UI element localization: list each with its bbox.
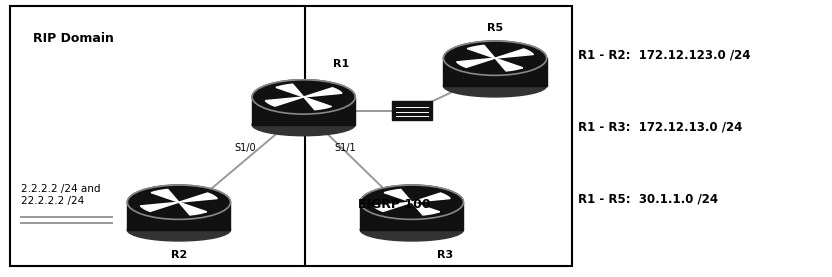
Text: R1 - R2:  172.12.123.0 /24: R1 - R2: 172.12.123.0 /24 xyxy=(578,49,750,62)
Ellipse shape xyxy=(127,219,230,241)
Polygon shape xyxy=(457,58,495,67)
Text: R3: R3 xyxy=(437,250,453,260)
Text: R1 - R3:  172.12.13.0 /24: R1 - R3: 172.12.13.0 /24 xyxy=(578,121,743,134)
Polygon shape xyxy=(495,49,533,58)
Polygon shape xyxy=(179,193,217,202)
Text: R5: R5 xyxy=(487,23,503,33)
Text: S1/0: S1/0 xyxy=(235,143,256,153)
Polygon shape xyxy=(495,58,522,71)
Ellipse shape xyxy=(443,41,547,75)
Polygon shape xyxy=(412,202,439,215)
Text: R1 - R5:  30.1.1.0 /24: R1 - R5: 30.1.1.0 /24 xyxy=(578,193,718,206)
Text: R2: R2 xyxy=(171,250,187,260)
Polygon shape xyxy=(141,202,179,211)
Polygon shape xyxy=(374,202,412,211)
Bar xyxy=(252,97,355,125)
Ellipse shape xyxy=(360,219,463,241)
Ellipse shape xyxy=(360,185,463,219)
Bar xyxy=(10,6,572,266)
Polygon shape xyxy=(151,189,179,202)
Ellipse shape xyxy=(443,75,547,97)
Bar xyxy=(392,101,432,120)
Polygon shape xyxy=(265,97,304,106)
Text: EIGRP 100: EIGRP 100 xyxy=(358,199,430,211)
Polygon shape xyxy=(179,202,206,215)
Polygon shape xyxy=(412,193,450,202)
Text: 2.2.2.2 /24 and
22.2.2.2 /24: 2.2.2.2 /24 and 22.2.2.2 /24 xyxy=(21,184,101,206)
Bar xyxy=(443,58,547,86)
Polygon shape xyxy=(384,189,412,202)
Polygon shape xyxy=(468,45,495,58)
Text: R1: R1 xyxy=(333,59,349,69)
Ellipse shape xyxy=(252,114,355,136)
Bar xyxy=(360,202,463,230)
Text: S1/1: S1/1 xyxy=(334,143,356,153)
Ellipse shape xyxy=(252,80,355,114)
Ellipse shape xyxy=(127,185,230,219)
Text: RIP Domain: RIP Domain xyxy=(33,32,114,45)
Bar xyxy=(127,202,230,230)
Polygon shape xyxy=(304,88,342,97)
Polygon shape xyxy=(276,84,304,97)
Polygon shape xyxy=(304,97,331,110)
